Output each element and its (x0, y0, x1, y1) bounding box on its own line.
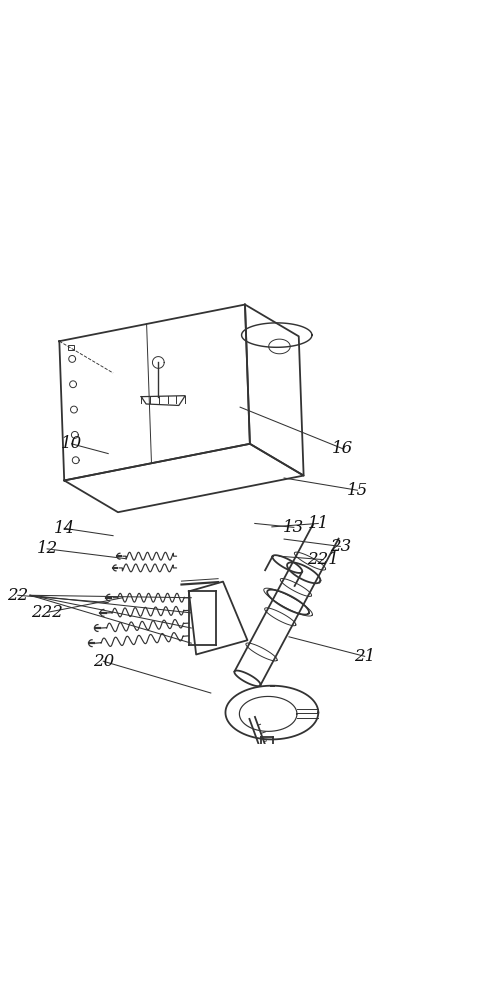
Text: 221: 221 (307, 551, 339, 568)
Text: 20: 20 (93, 653, 114, 670)
Text: 11: 11 (308, 515, 329, 532)
Text: 16: 16 (332, 440, 353, 457)
Text: 22: 22 (7, 587, 28, 604)
Text: 13: 13 (283, 519, 304, 536)
Text: 222: 222 (31, 604, 63, 621)
Text: 15: 15 (347, 482, 368, 499)
Bar (69, 345, 74, 350)
Text: 10: 10 (61, 435, 82, 452)
Text: 23: 23 (330, 538, 351, 555)
Text: 12: 12 (36, 540, 58, 557)
Text: 14: 14 (53, 520, 75, 537)
Text: 21: 21 (354, 648, 375, 665)
